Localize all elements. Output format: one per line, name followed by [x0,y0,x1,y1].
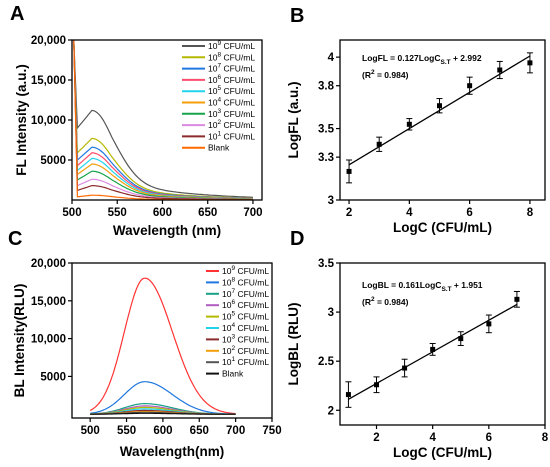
data-point [430,346,436,352]
x-tick-label: 550 [117,425,136,437]
x-tick-label: 500 [81,425,100,437]
data-point [527,60,533,66]
y-axis-label: BL Intensity(RLU) [12,284,27,398]
fit-equation: LogFL = 0.127LogCS.T + 2.992 [362,53,482,66]
panel-label: A [10,3,24,25]
y-tick-label: 3.8 [318,81,335,93]
x-tick-label: 600 [153,425,172,437]
y-axis-label: LogFL (a.u.) [286,82,301,159]
legend-entry: 106 CFU/mL [222,299,269,310]
data-point [436,103,442,109]
legend-entry: 104 CFU/mL [208,97,255,108]
series-line [89,277,236,415]
x-axis-label: Wavelength(nm) [120,444,225,459]
legend-entry: 109 CFU/mL [208,40,255,51]
legend-entry: 105 CFU/mL [222,311,269,322]
plot-frame [71,262,273,419]
r-squared: (R2 = 0.984) [362,296,409,307]
x-tick-label: 500 [62,207,81,219]
x-axis-label: LogC (CFU/mL) [393,445,492,460]
y-tick-label: 15,000 [31,296,66,308]
x-tick-label: 2 [346,207,352,219]
plot-frame [339,39,546,201]
legend-entry: 102 CFU/mL [208,119,255,130]
data-point [376,141,382,147]
x-axis-label: Wavelength (nm) [113,223,221,238]
panel-a: A 500 550 600 650 700 5000 10,000 15,000 20,000 10… [10,3,263,238]
x-tick-label: 600 [153,207,172,219]
legend-entry: Blank [208,143,230,153]
x-tick-label: 750 [262,425,281,437]
y-axis-label: FL Intensity (a.u.) [14,64,29,176]
legend-entry: 107 CFU/mL [208,63,255,74]
x-tick-label: 4 [429,432,436,444]
x-tick-label: 700 [243,207,262,219]
data-point [497,67,503,73]
y-tick-label: 5000 [40,155,66,167]
x-axis-label: LogC (CFU/mL) [393,220,492,235]
y-axis-label: LogBL (RLU) [286,303,301,386]
x-tick-label: 6 [486,432,492,444]
r-squared: (R2 = 0.984) [362,69,409,80]
data-point [402,365,408,371]
panel-label: C [8,228,22,250]
y-tick-label: 2 [328,405,334,417]
x-tick-label: 550 [108,207,127,219]
x-tick-label: 8 [542,432,549,444]
y-tick-label: 20,000 [31,35,66,47]
y-tick-label: 2.5 [318,356,335,368]
x-tick-label: 700 [226,425,245,437]
legend-entry: 106 CFU/mL [208,74,255,85]
data-point [486,321,492,327]
series-line [90,381,236,415]
y-tick-label: 3 [328,195,334,207]
y-tick-label: 10,000 [31,334,66,346]
y-tick-label: 5000 [40,371,66,383]
legend-entry: 108 CFU/mL [222,276,269,287]
y-tick-label: 3 [328,307,334,319]
data-point [346,168,352,174]
panel-b: B 2 4 6 8 3 3.3 3.5 3.8 4 LogFL = 0.127LogCS.T + 2… [286,5,546,235]
panel-label: B [290,5,304,27]
legend-entry: 102 CFU/mL [222,345,269,356]
x-tick-label: 4 [406,207,413,219]
panel-label: D [290,228,304,250]
legend-entry: 105 CFU/mL [208,85,255,96]
data-point [458,336,464,342]
series-line [73,39,254,198]
y-tick-label: 15,000 [31,75,66,87]
data-point [345,392,351,398]
legend-entry: 101 CFU/mL [222,356,269,367]
data-point [514,296,520,302]
x-tick-label: 8 [527,207,534,219]
legend-entry: 109 CFU/mL [222,265,269,276]
y-tick-label: 3.5 [318,124,335,136]
panel-d: D 2 4 6 8 2 2.5 3 3.5 LogBL = 0.161LogCS.T + 1.95… [286,228,549,460]
x-tick-label: 650 [198,207,217,219]
legend-entry: 107 CFU/mL [222,288,269,299]
legend-entry: 101 CFU/mL [208,130,255,141]
x-tick-label: 2 [373,432,379,444]
fit-equation: LogBL = 0.161LogCS.T + 1.951 [362,280,483,293]
legend-entry: 103 CFU/mL [208,108,255,119]
y-tick-label: 4 [328,52,335,64]
plot-frame [71,39,263,201]
series-line [90,412,236,415]
data-point [406,121,412,127]
legend-entry: 108 CFU/mL [208,51,255,62]
x-tick-label: 6 [466,207,472,219]
y-tick-label: 3.3 [318,152,334,164]
legend-entry: Blank [222,369,244,379]
data-point [374,382,380,388]
legend-entry: 103 CFU/mL [222,333,269,344]
legend-entry: 104 CFU/mL [222,322,269,333]
y-tick-label: 3.5 [318,258,335,270]
x-tick-label: 650 [190,425,209,437]
plot-frame [339,262,546,426]
data-point [467,83,473,89]
y-tick-label: 10,000 [31,115,66,127]
y-tick-label: 20,000 [31,258,66,270]
panel-c: C 500 550 600 650 700 750 5000 10,000 15,000 20,00… [8,228,282,459]
